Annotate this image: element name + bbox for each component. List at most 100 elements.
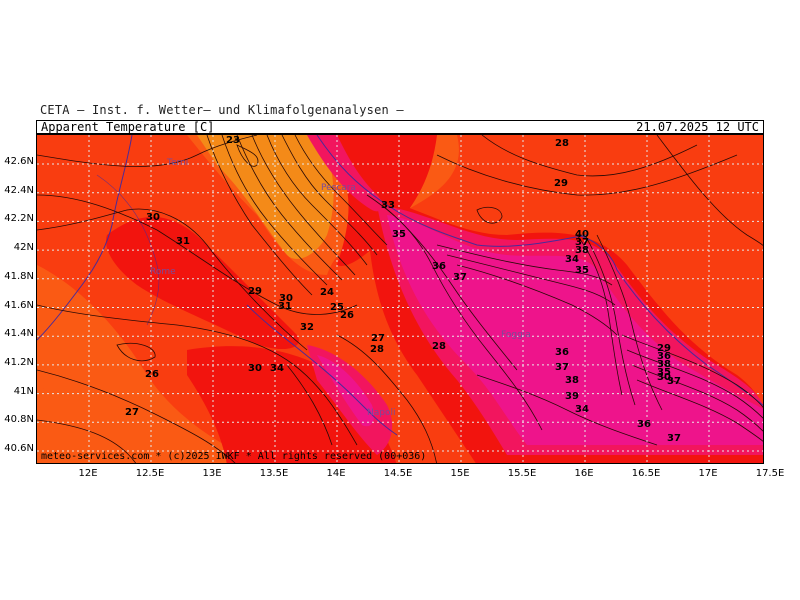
city-label-napoli: Napoli (367, 408, 395, 418)
lat-tick-label: 40.6N (4, 443, 34, 454)
isotherm (37, 194, 358, 315)
contour-label: 29 (248, 286, 262, 297)
source-line: CETA — Inst. f. Wetter— und Klimafolgena… (40, 103, 404, 117)
contour-label: 39 (565, 391, 579, 402)
isotherm (236, 144, 259, 167)
isotherm (221, 135, 328, 286)
isotherm (266, 135, 368, 266)
contour-label: 26 (145, 369, 159, 380)
contour-label: 32 (300, 322, 314, 333)
isotherm (481, 135, 698, 177)
coastline-adriatic (316, 135, 588, 247)
contour-label: 36 (432, 261, 446, 272)
contour-label: 27 (371, 333, 385, 344)
isotherm (476, 206, 503, 224)
contour-label: 38 (657, 359, 671, 370)
lat-tick-label: 42.6N (4, 156, 34, 167)
lon-tick-label: 13E (202, 468, 222, 479)
contour-label: 40 (575, 229, 589, 240)
zone-24-27-southwest (37, 385, 126, 463)
isotherm (37, 369, 236, 463)
contour-label: 29 (657, 343, 671, 354)
zone-30-33-rome (106, 216, 299, 350)
lat-tick-label: 40.8N (4, 414, 34, 426)
contour-label: 35 (392, 229, 406, 240)
lat-tick-label: 41N (13, 385, 34, 397)
contour-label: 31 (278, 301, 292, 312)
contour-label: 38 (575, 245, 589, 256)
isotherm (206, 135, 313, 296)
lat-tick-label: 42.2N (4, 213, 34, 225)
zone-ge36-east (387, 215, 763, 445)
isotherm (37, 419, 136, 463)
contour-label: 37 (667, 376, 681, 387)
isotherm (116, 342, 156, 362)
city-label-foggia: Foggia (501, 330, 531, 340)
isotherm (596, 234, 663, 411)
contour-label: 25 (330, 302, 344, 313)
contour-label: 36 (555, 347, 569, 358)
isotherm (336, 334, 437, 463)
coastline (37, 135, 133, 341)
isotherm (236, 135, 343, 281)
lat-lon-grid (37, 135, 763, 463)
zone-le24 (197, 135, 334, 259)
lon-tick-label: 15.5E (507, 468, 537, 479)
isotherm (281, 135, 378, 256)
contour-label: 31 (176, 236, 190, 247)
contour-label: 29 (554, 178, 568, 189)
contour-label: 37 (453, 272, 467, 283)
contour-label: 37 (555, 362, 569, 373)
isotherm (456, 264, 618, 336)
isotherm (631, 364, 763, 432)
contour-label: 30 (248, 363, 262, 374)
credit-line: meteo-services.com * (c)2025 IWKF * All … (41, 451, 427, 462)
valid-time: 21.07.2025 12 UTC (636, 120, 759, 134)
isotherm (37, 208, 308, 351)
lat-tick-label: 41.4N (4, 328, 34, 340)
lon-tick-label: 16E (574, 468, 594, 479)
isotherm (436, 154, 738, 196)
isotherm (636, 379, 763, 442)
isotherm (436, 244, 613, 286)
lon-tick-label: 12.5E (135, 468, 165, 479)
contour-label: 35 (575, 265, 589, 276)
contour-label: 28 (370, 344, 384, 355)
contour-label: 30 (279, 293, 293, 304)
lat-tick-label: 41.2N (4, 356, 34, 368)
parameter-title: Apparent_Temperature [C] (41, 120, 215, 134)
zone-ge36-campania (317, 355, 374, 427)
isotherm (476, 374, 658, 446)
contour-label: 36 (657, 351, 671, 362)
isotherm (381, 204, 518, 371)
contour-label: 30 (146, 212, 160, 223)
contour-label: 37 (575, 237, 589, 248)
lon-tick-label: 14.5E (383, 468, 413, 479)
isotherm (286, 364, 333, 446)
coastline-gargano (576, 234, 763, 406)
lon-tick-label: 16.5E (631, 468, 661, 479)
contour-label: 34 (575, 404, 589, 415)
contour-label: 34 (565, 254, 579, 265)
contour-label: 37 (667, 433, 681, 444)
contour-label: 28 (432, 341, 446, 352)
lon-tick-label: 14E (326, 468, 346, 479)
contour-label: 30 (657, 372, 671, 383)
isotherm (37, 135, 258, 167)
lat-tick-label: 42.4N (4, 184, 34, 196)
isotherm (251, 135, 356, 276)
contour-labels: 23 28 29 33 30 31 35 36 37 40 37 38 34 3… (125, 135, 681, 444)
isotherm (626, 349, 763, 419)
city-label-terni: Terni (166, 158, 188, 168)
lat-tick-label: 41.8N (4, 270, 34, 282)
lat-tick-label: 42N (13, 242, 34, 254)
lon-tick-label: 13.5E (259, 468, 289, 479)
contour-label: 38 (565, 375, 579, 386)
contour-label: 36 (637, 419, 651, 430)
map-panel: Terni Pescara Rome Foggia Napoli 23 28 2… (36, 134, 764, 464)
lon-tick-label: 12E (78, 468, 98, 479)
isotherm (584, 234, 636, 406)
coastline-tyrrhenian (246, 304, 398, 436)
contour-label: 34 (270, 363, 284, 374)
isotherm (621, 334, 763, 408)
